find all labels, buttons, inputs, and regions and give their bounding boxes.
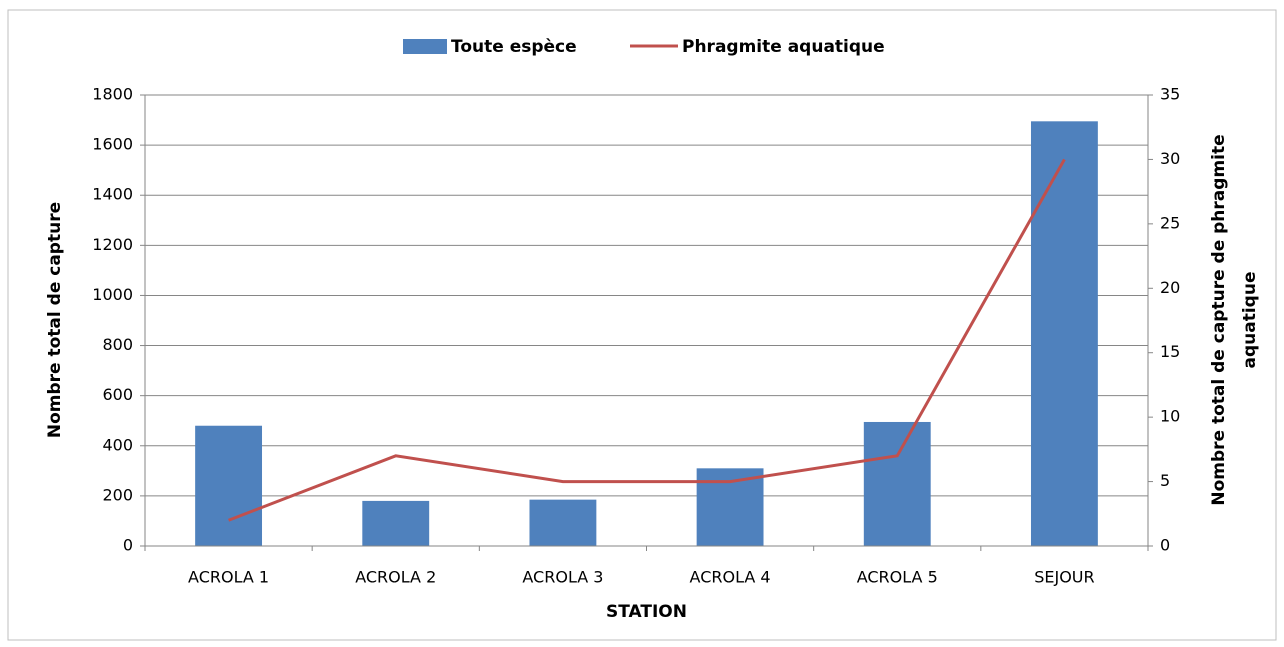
x-tick-label: ACROLA 4 <box>690 568 771 587</box>
x-tick-label: SEJOUR <box>1034 568 1094 587</box>
bar <box>1030 121 1098 546</box>
y2-axis-title: aquatique <box>1240 272 1260 369</box>
y2-tick-label: 10 <box>1160 407 1180 426</box>
legend-swatch <box>403 39 447 54</box>
y-tick-label: 1400 <box>92 185 133 204</box>
bar <box>195 425 263 546</box>
y2-tick-label: 5 <box>1160 471 1170 490</box>
bar <box>863 421 931 546</box>
y-tick-label: 600 <box>102 385 133 404</box>
y-tick-label: 800 <box>102 335 133 354</box>
y-tick-label: 1000 <box>92 285 133 304</box>
y2-tick-label: 35 <box>1160 85 1180 104</box>
y-axis-title: Nombre total de capture <box>45 202 65 438</box>
x-tick-label: ACROLA 2 <box>355 568 436 587</box>
y-tick-label: 1800 <box>92 85 133 104</box>
bar <box>362 500 430 546</box>
x-tick-label: ACROLA 1 <box>188 568 269 587</box>
legend-label: Toute espèce <box>451 37 577 57</box>
y2-tick-label: 30 <box>1160 149 1180 168</box>
x-tick-label: ACROLA 3 <box>522 568 603 587</box>
y2-tick-label: 25 <box>1160 213 1180 232</box>
y-tick-label: 1600 <box>92 135 133 154</box>
y2-tick-label: 0 <box>1160 536 1170 555</box>
y2-tick-label: 15 <box>1160 342 1180 361</box>
y2-axis-title: Nombre total de capture de phragmite <box>1209 134 1229 505</box>
legend-label: Phragmite aquatique <box>682 37 885 57</box>
y-tick-label: 200 <box>102 485 133 504</box>
x-axis-title: STATION <box>606 602 687 622</box>
y-tick-label: 1200 <box>92 235 133 254</box>
y2-tick-label: 20 <box>1160 278 1180 297</box>
x-tick-label: ACROLA 5 <box>857 568 938 587</box>
line <box>228 158 1066 522</box>
bar <box>529 499 597 546</box>
bar <box>696 468 764 546</box>
y-tick-label: 0 <box>123 536 133 555</box>
y-tick-label: 400 <box>102 435 133 454</box>
